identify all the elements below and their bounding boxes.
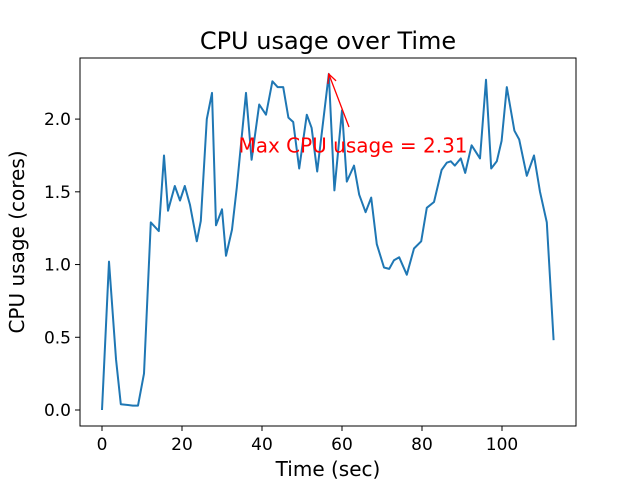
- annotation-arrow: [328, 73, 350, 128]
- y-tick-label: 1.0: [44, 256, 71, 276]
- x-tick-label: 80: [411, 435, 433, 455]
- axes-frame: [79, 57, 577, 427]
- y-tick-label: 1.5: [44, 183, 71, 203]
- y-tick-label: 0.5: [44, 328, 71, 348]
- x-tick-label: 100: [486, 435, 518, 455]
- y-tick-label: 2.0: [44, 110, 71, 130]
- x-tick-label: 60: [331, 435, 353, 455]
- max-annotation: Max CPU usage = 2.31: [238, 72, 468, 157]
- chart-title: CPU usage over Time: [200, 27, 456, 55]
- x-axis-label: Time (sec): [275, 457, 381, 480]
- x-tick-label: 40: [251, 435, 273, 455]
- x-tick-label: 0: [97, 435, 108, 455]
- x-tick-label: 20: [171, 435, 193, 455]
- annotation-arrowhead-icon: [327, 72, 337, 85]
- x-axis: 0 20 40 60 80 100: [97, 426, 518, 455]
- y-axis-label: CPU usage (cores): [5, 150, 29, 333]
- y-axis: 0.0 0.5 1.0 1.5 2.0: [44, 110, 80, 421]
- y-tick-label: 0.0: [44, 401, 71, 421]
- annotation-text: Max CPU usage = 2.31: [238, 133, 467, 157]
